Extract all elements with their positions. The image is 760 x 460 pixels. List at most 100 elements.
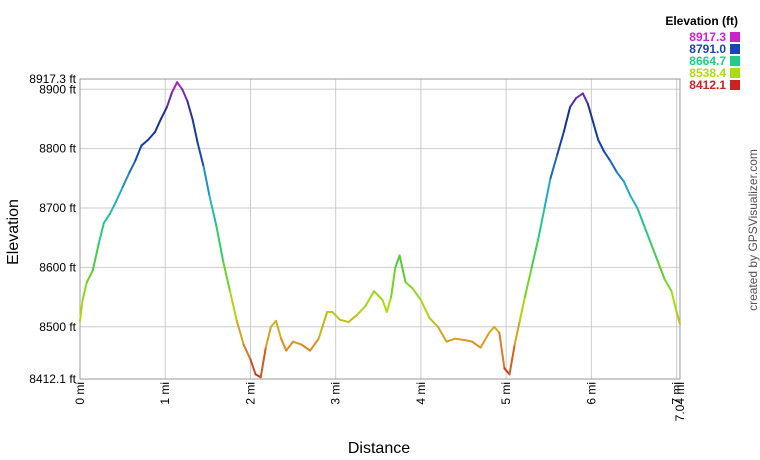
elevation-segment (128, 159, 137, 174)
x-tick-label: 2 mi (243, 382, 257, 405)
elevation-segment (280, 337, 288, 352)
elevation-segment (355, 305, 367, 316)
elevation-segment (643, 224, 653, 245)
legend-swatch (730, 80, 740, 90)
legend-swatch (730, 68, 740, 78)
elevation-segment (229, 290, 238, 322)
elevation-segment (121, 171, 131, 189)
elevation-segment (331, 310, 341, 321)
elevation-segment (159, 106, 168, 120)
elevation-segment (390, 266, 397, 299)
legend-entry-label: 8664.7 (689, 54, 726, 68)
elevation-segment (398, 254, 407, 284)
elevation-segment (636, 207, 646, 227)
elevation-segment (300, 343, 312, 352)
elevation-segment (285, 340, 295, 352)
elevation-segment (404, 281, 414, 290)
elevation-segment (597, 138, 606, 153)
elevation-segment (675, 310, 681, 325)
elevation-segment (650, 242, 659, 263)
legend-swatch (730, 32, 740, 42)
y-tick-label: 8900 ft (39, 82, 76, 96)
elevation-segment (364, 290, 376, 308)
legend-entry-label: 8791.0 (689, 42, 726, 56)
elevation-segment (242, 343, 252, 361)
elevation-segment (292, 340, 303, 346)
elevation-segment (114, 186, 124, 204)
elevation-segment (202, 165, 211, 198)
legend-title: Elevation (ft) (665, 14, 738, 28)
elevation-segment (592, 120, 600, 141)
elevation-segment (586, 103, 595, 123)
y-tick-label: 8700 ft (39, 201, 76, 215)
elevation-segment (549, 153, 559, 180)
elevation-segment (513, 319, 521, 346)
elevation-segment (338, 318, 350, 324)
elevation-segment (428, 316, 439, 328)
elevation-segment (479, 331, 491, 349)
elevation-segment (208, 195, 218, 227)
elevation-segment (381, 299, 388, 313)
elevation-segment (523, 266, 533, 299)
elevation-segment (493, 325, 501, 334)
y-axis-ticks: 8412.1 ft 8500 ft 8600 ft 8700 ft 8800 ft 890… (29, 72, 76, 386)
y-tick-label: 8800 ft (39, 142, 76, 156)
elevation-segment (488, 325, 496, 334)
elevation-segment (537, 207, 546, 239)
elevation-segment (670, 290, 678, 313)
elevation-segment (603, 150, 612, 162)
elevation-segment (181, 88, 189, 103)
elevation-segment (656, 260, 666, 281)
elevation-segment (191, 117, 199, 144)
elevation-segment (215, 224, 225, 263)
elevation-segment (154, 117, 162, 134)
elevation-segment (79, 299, 84, 322)
y-axis-title: Elevation (5, 199, 22, 265)
elevation-segment (411, 287, 422, 302)
elevation-segment (445, 337, 456, 343)
x-axis-ticks: 0 mi 1 mi 2 mi 3 mi 4 mi 5 mi 6 mi 7 mi7.04 mi (73, 382, 687, 421)
x-tick-label: 0 mi (73, 382, 87, 405)
legend-entry-label: 8917.3 (689, 30, 726, 44)
elevation-segment (134, 144, 143, 162)
y-tick-label: 8600 ft (39, 260, 76, 274)
elevation-segment (317, 310, 329, 340)
x-tick-label: 7 mi (670, 382, 684, 405)
x-axis-title: Distance (348, 440, 410, 457)
elevation-segment (147, 131, 156, 141)
x-tick-label: 4 mi (414, 382, 428, 405)
elevation-segment (108, 201, 117, 215)
elevation-segment (563, 106, 572, 132)
y-tick-label: 8412.1 ft (29, 372, 76, 386)
legend-swatch (730, 44, 740, 54)
elevation-segment (454, 337, 465, 341)
elevation-segment (269, 319, 278, 328)
x-tick-label: 7.04 mi (673, 382, 687, 421)
y-tick-label: 8500 ft (39, 320, 76, 334)
elevation-segment (259, 346, 267, 379)
elevation-segment (419, 299, 431, 319)
x-tick-label: 3 mi (329, 382, 343, 405)
elevation-segment (222, 260, 231, 293)
legend-entry-label: 8538.4 (689, 66, 726, 80)
elevation-segment (503, 367, 511, 376)
elevation-segment (629, 195, 639, 210)
plot-area-frame (79, 78, 681, 380)
elevation-segment (569, 97, 578, 109)
credit-text: created by GPSVisualizer.com (746, 149, 760, 311)
elevation-segment (186, 100, 194, 120)
elevation-segment (81, 281, 88, 302)
x-tick-label: 6 mi (584, 382, 598, 405)
elevation-segment (609, 159, 618, 174)
elevation-segment (556, 129, 566, 156)
elevation-segment (176, 81, 184, 91)
elevation-segment (622, 180, 632, 198)
elevation-segment (97, 221, 105, 245)
elevation-segment (102, 212, 111, 224)
elevation-segment (347, 313, 358, 324)
elevation-segment (530, 236, 540, 269)
elevation-segment (436, 325, 448, 343)
y-tick-label: 8917.3 ft (29, 72, 76, 86)
